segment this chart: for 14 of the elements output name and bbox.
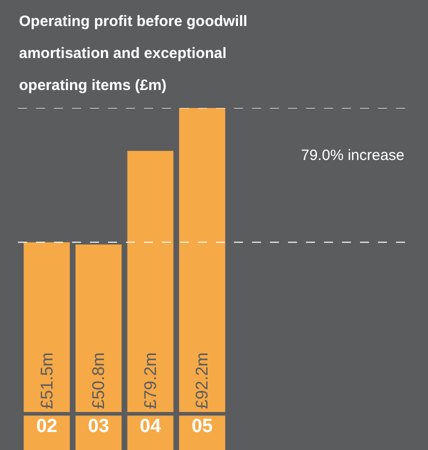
- x-tick-label: 04: [140, 416, 162, 437]
- data-label: £50.8m: [89, 352, 108, 409]
- x-tick-label: 05: [192, 416, 214, 437]
- x-tick-label: 02: [36, 416, 58, 437]
- data-label: £79.2m: [140, 352, 160, 409]
- data-label: £92.2m: [192, 352, 212, 409]
- text: 79.0% increase: [301, 147, 404, 164]
- data-label: £51.5m: [37, 352, 56, 409]
- bar: [24, 242, 70, 412]
- bar: [179, 108, 226, 412]
- bar: [76, 244, 122, 412]
- bar: [127, 150, 174, 412]
- x-tick-label: 03: [88, 416, 110, 437]
- chart-title: Operating profit before goodwill amortisation and exceptional operating items (£m): [19, 12, 248, 96]
